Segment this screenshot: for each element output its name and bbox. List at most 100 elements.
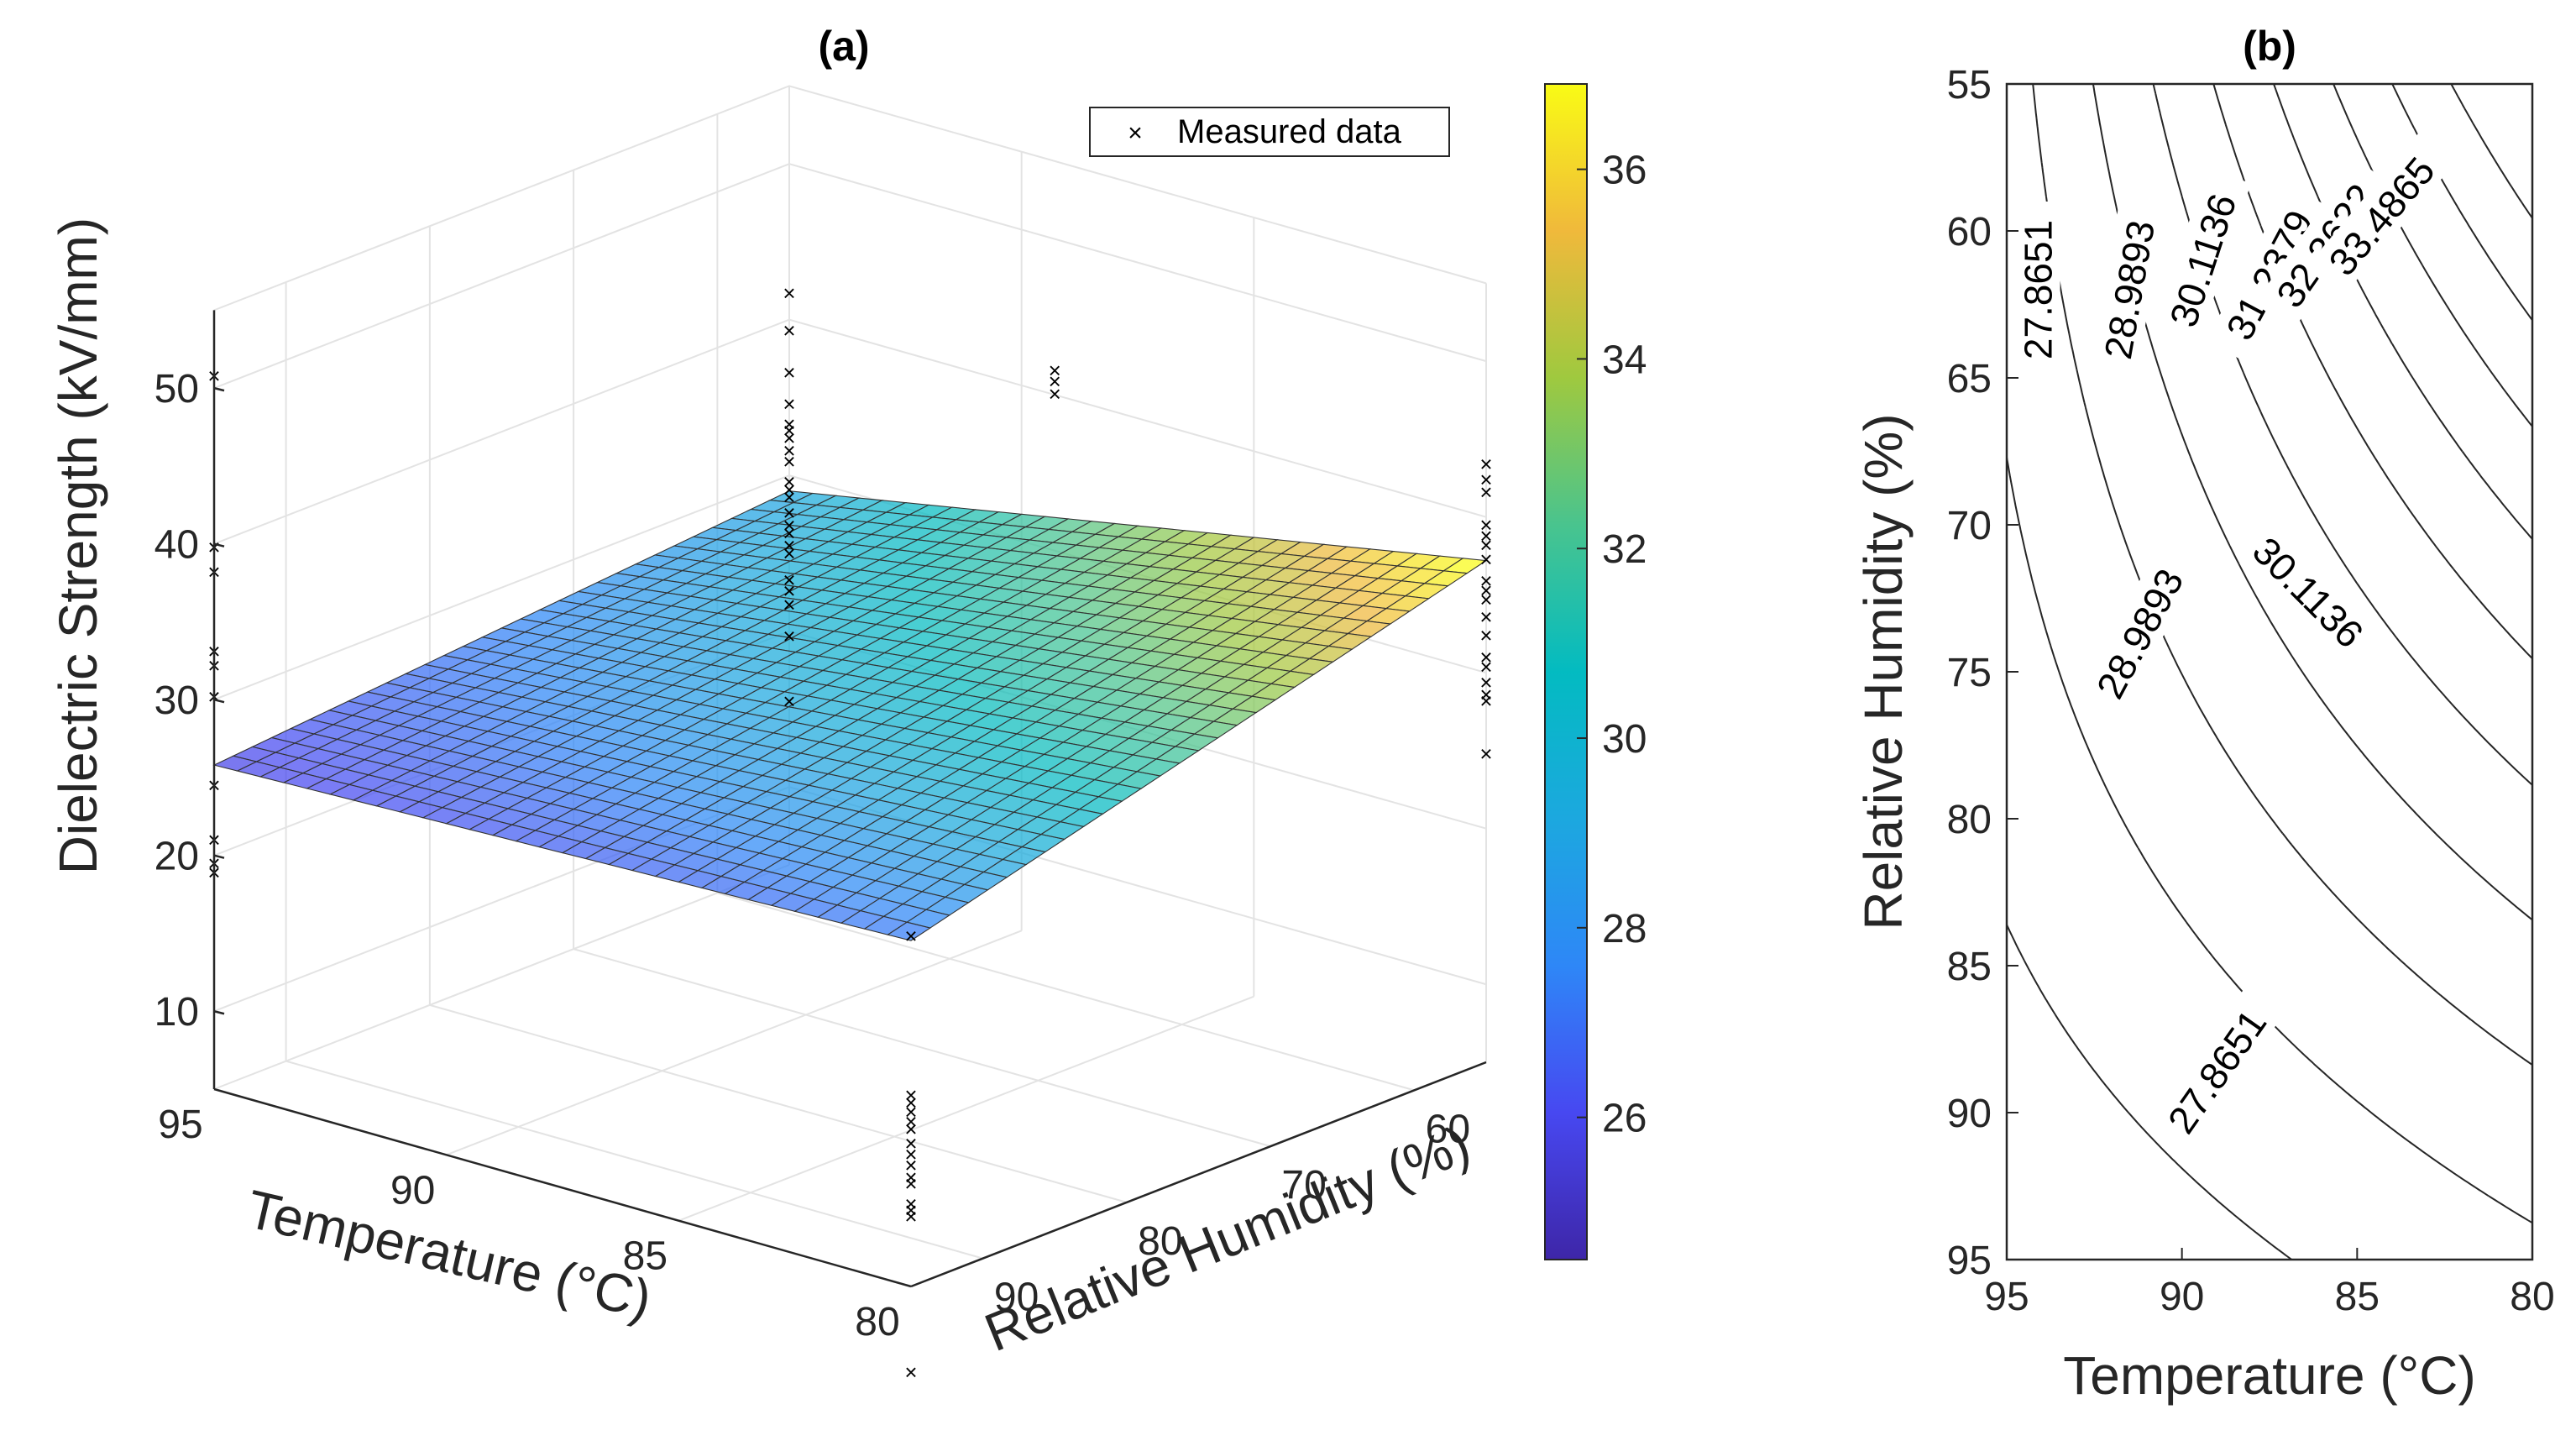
contour-label-background [2254,159,2395,331]
humidity-axis-line [910,1061,1487,1288]
colorbar-tick-label: 26 [1602,1097,1647,1141]
measured-point: × [1479,654,1492,679]
temp-floor-gridline [213,864,790,1090]
measured-point: × [1479,512,1492,537]
colorbar-ticks: 26 28 30 32 34 36 [1577,149,1647,1141]
measured-point: × [904,1152,917,1177]
y-tick-label: 60 [1947,210,1992,254]
z-gridline [213,163,1487,390]
measured-point: × [783,438,795,464]
contour-label-background [2230,512,2389,671]
measured-point: × [1049,358,1061,383]
contour-label-text: 27.8651 [2017,220,2060,359]
contour-label-background [2206,185,2331,364]
panel-a-temperature-axis-label: Temperature (°C) [241,1178,657,1330]
z-tick-mark [213,1010,225,1015]
measured-point: × [1049,381,1061,406]
measured-point: × [1479,568,1492,594]
colorbar-tick-label: 36 [1602,149,1647,193]
y-tick-label: 65 [1947,357,1992,401]
wall-top-edge [213,85,1487,312]
measured-point: × [1479,547,1492,572]
measured-point: × [904,1197,917,1223]
z-tick-label: 30 [154,678,199,723]
measured-point: × [1479,578,1492,603]
measured-point: × [783,318,795,343]
measured-point: × [904,1360,917,1385]
temp-floor-gridline [446,930,1023,1156]
panel-a-tick-labels: 10 20 30 40 50 95 90 85 80 60 70 80 90 [154,367,1470,1344]
rh-floor-gridline [573,948,1271,1148]
panel-a-humidity-axis-label: Relative Humidity (%) [976,1113,1478,1363]
temperature-tick-label: 80 [855,1300,899,1344]
z-tick-mark [213,386,225,392]
humidity-tick-label: 80 [1138,1219,1182,1264]
colorbar-tick-label: 34 [1602,338,1647,382]
measured-point: × [783,411,795,437]
temperature-tick-label: 90 [390,1168,435,1213]
measured-point: × [1049,369,1061,394]
z-tick-mark [213,698,225,704]
measured-point: × [1479,532,1492,558]
measured-point: × [904,1141,917,1166]
measured-point: × [783,689,795,714]
y-tick-label: 95 [1947,1239,1992,1283]
panel-a-surface [212,490,1488,941]
measured-point: × [904,1108,917,1134]
y-tick-label: 55 [1947,63,1992,107]
contour-line [2006,457,2533,1224]
contour-label-background [2013,202,2060,378]
measured-point: × [1479,523,1492,548]
z-tick-label: 40 [154,523,199,568]
measured-point: × [1479,479,1492,505]
measured-point: × [783,417,795,443]
measured-point: × [783,541,795,566]
panel-b-x-axis-label: Temperature (°C) [2063,1345,2476,1406]
z-tick-label: 50 [154,367,199,411]
measured-point: × [904,1082,917,1108]
measured-point: × [783,533,795,558]
colorbar-tick-label: 32 [1602,527,1647,572]
y-tick-label: 70 [1947,504,1992,548]
measured-point: × [904,1090,917,1115]
humidity-tick-label: 90 [994,1276,1039,1320]
rh-floor-gridline [285,1060,983,1260]
measured-point: × [783,448,795,474]
measured-point: × [904,1130,917,1155]
measured-point: × [904,1099,917,1124]
y-tick-label: 80 [1947,798,1992,842]
panel-a-measured-points: ××××××××××××××××××××××××××××××××××××××××… [207,280,1492,1385]
measured-point: × [783,485,795,510]
measured-point: × [783,469,795,495]
measured-point: × [904,1117,917,1142]
panel-b-y-axis-label: Relative Humidity (%) [1853,413,1914,930]
x-tick-label: 90 [2160,1275,2204,1319]
colorbar-tick-label: 30 [1602,717,1647,762]
contour-label-background [2306,132,2455,298]
temperature-tick-label: 95 [158,1103,202,1147]
measured-point: × [783,280,795,306]
legend-entry-label: Measured data [1177,113,1402,150]
measured-point: × [783,500,795,526]
measured-point: × [783,513,795,538]
measured-point: × [783,521,795,546]
contour-label-background [2145,984,2285,1156]
x-tick-label: 95 [1984,1275,2029,1319]
contour-label-background [2151,168,2251,351]
measured-point: × [904,1192,917,1217]
rh-floor-gridline [429,1003,1128,1203]
panel-a-title: (a) [818,23,869,70]
measured-point: × [1479,669,1492,694]
measured-point: × [783,567,795,592]
humidity-tick-label: 60 [1426,1107,1470,1151]
temperature-axis-line [213,1087,912,1288]
rh-floor-gridline [717,892,1415,1092]
measured-point: × [1479,467,1492,492]
measured-point: × [904,1165,917,1190]
measured-point: × [904,1171,917,1197]
measured-point: × [1479,587,1492,612]
panel-b-tick-labels: 95 90 85 80 55 60 65 70 75 80 85 90 95 [1947,63,2555,1319]
measured-point: × [904,1204,917,1229]
measured-point: × [783,426,795,451]
